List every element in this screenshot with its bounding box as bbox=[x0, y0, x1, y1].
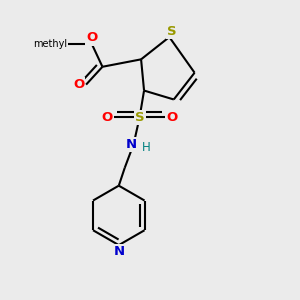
Text: H: H bbox=[142, 141, 151, 154]
Text: N: N bbox=[126, 138, 137, 151]
Text: N: N bbox=[114, 244, 125, 258]
Text: O: O bbox=[73, 78, 84, 91]
Text: S: S bbox=[135, 111, 145, 124]
Text: S: S bbox=[167, 25, 176, 38]
Text: O: O bbox=[101, 111, 112, 124]
Text: methyl: methyl bbox=[33, 39, 67, 49]
Text: O: O bbox=[167, 111, 178, 124]
Text: O: O bbox=[86, 32, 98, 44]
